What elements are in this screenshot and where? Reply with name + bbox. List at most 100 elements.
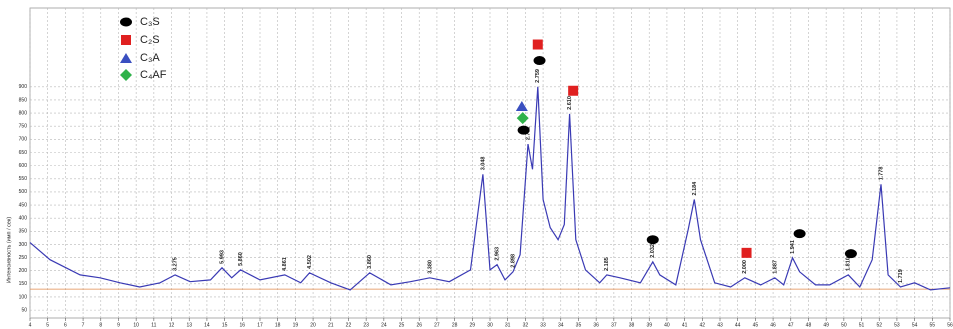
x-tick-label: 23	[363, 322, 369, 328]
x-tick-label: 4	[29, 322, 32, 328]
y-tick-label: 450	[19, 202, 28, 208]
x-tick-label: 56	[947, 322, 953, 328]
x-tick-label: 34	[558, 322, 564, 328]
x-tick-label: 55	[930, 322, 936, 328]
peak-label: 3.380	[427, 260, 433, 274]
legend-symbol	[120, 17, 132, 27]
x-tick-label: 7	[82, 322, 85, 328]
y-tick-label: 250	[19, 255, 28, 261]
x-tick-label: 48	[806, 322, 812, 328]
x-tick-label: 22	[346, 322, 352, 328]
pattern-line	[29, 86, 951, 291]
peak-label: 2.898	[510, 254, 516, 268]
x-tick-label: 32	[523, 322, 529, 328]
x-tick-label: 18	[275, 322, 281, 328]
x-tick-label: 28	[452, 322, 458, 328]
x-tick-label: 37	[611, 322, 617, 328]
x-tick-label: 13	[186, 322, 192, 328]
peak-label: 1.887	[772, 260, 778, 274]
peak-label: 1.941	[790, 240, 796, 254]
x-tick-label: 17	[257, 322, 263, 328]
x-tick-label: 41	[682, 322, 688, 328]
x-tick-label: 43	[717, 322, 723, 328]
x-tick-label: 10	[133, 322, 139, 328]
plot-frame	[29, 7, 951, 319]
peak-label: 5.993	[219, 250, 225, 264]
peak-label: 2.759	[535, 69, 541, 83]
phase-marker	[516, 112, 529, 125]
x-tick-label: 39	[646, 322, 652, 328]
peak-label: 3.860	[367, 255, 373, 269]
x-tick-label: 42	[700, 322, 706, 328]
x-tick-label: 12	[169, 322, 175, 328]
x-tick-label: 47	[788, 322, 794, 328]
peak-label: 2.963	[495, 247, 501, 261]
x-tick-label: 27	[434, 322, 440, 328]
legend-symbol	[120, 53, 132, 63]
peak-label: 2.032	[650, 244, 656, 258]
x-tick-label: 46	[770, 322, 776, 328]
x-tick-label: 52	[876, 322, 882, 328]
x-tick-label: 29	[470, 322, 476, 328]
y-tick-label: 400	[19, 215, 28, 221]
legend-label: C₄AF	[140, 69, 167, 81]
x-tick-label: 8	[99, 322, 102, 328]
x-tick-label: 30	[487, 322, 493, 328]
x-tick-label: 36	[593, 322, 599, 328]
x-tick-label: 31	[505, 322, 511, 328]
x-tick-label: 51	[859, 322, 865, 328]
x-tick-label: 5	[46, 322, 49, 328]
legend-label: C₃S	[140, 16, 160, 28]
peak-label: 2.000	[742, 260, 748, 274]
x-tick-label: 53	[894, 322, 900, 328]
phase-marker	[515, 100, 528, 111]
phase-marker	[517, 125, 530, 135]
peak-label: 1.778	[878, 167, 884, 181]
x-tick-label: 35	[576, 322, 582, 328]
y-tick-label: 650	[19, 150, 28, 156]
phase-marker	[646, 235, 659, 245]
x-tick-label: 44	[735, 322, 741, 328]
peak-label: 1.810	[846, 257, 852, 271]
x-tick-label: 26	[416, 322, 422, 328]
x-tick-label: 6	[64, 322, 67, 328]
legend-symbol	[121, 35, 131, 45]
y-tick-label: 800	[19, 110, 28, 116]
y-axis-label: Интенсивность (имп / сек)	[6, 217, 12, 284]
peak-label: 2.184	[692, 181, 698, 196]
x-tick-label: 50	[841, 322, 847, 328]
y-tick-label: 300	[19, 242, 28, 248]
x-tick-label: 38	[629, 322, 635, 328]
phase-marker	[844, 249, 857, 259]
x-tick-label: 40	[664, 322, 670, 328]
x-tick-label: 49	[823, 322, 829, 328]
x-tick-label: 54	[912, 322, 918, 328]
x-tick-label: 25	[399, 322, 405, 328]
x-tick-label: 19	[293, 322, 299, 328]
y-tick-label: 850	[19, 97, 28, 103]
phase-marker	[741, 247, 752, 258]
phase-marker	[533, 56, 546, 66]
peak-label: 3.275	[173, 257, 179, 271]
peak-label: 2.610	[567, 96, 573, 110]
phase-marker	[793, 229, 806, 239]
y-tick-label: 200	[19, 268, 28, 274]
x-tick-label: 33	[540, 322, 546, 328]
peak-label: 5.860	[238, 252, 244, 266]
x-tick-label: 14	[204, 322, 210, 328]
y-tick-label: 50	[21, 307, 27, 313]
phase-marker	[568, 85, 579, 96]
x-tick-label: 11	[151, 322, 156, 328]
y-tick-label: 350	[19, 229, 28, 235]
y-tick-label: 700	[19, 137, 28, 143]
legend-symbol	[120, 69, 132, 81]
peak-label: 2.185	[604, 257, 610, 271]
peak-label: 2.781	[525, 126, 531, 140]
legend-label: C₂S	[140, 34, 160, 46]
y-tick-label: 750	[19, 124, 28, 130]
y-tick-label: 600	[19, 163, 28, 169]
x-tick-label: 20	[310, 322, 316, 328]
phase-marker	[532, 39, 543, 50]
peak-label: 1.719	[898, 269, 904, 283]
